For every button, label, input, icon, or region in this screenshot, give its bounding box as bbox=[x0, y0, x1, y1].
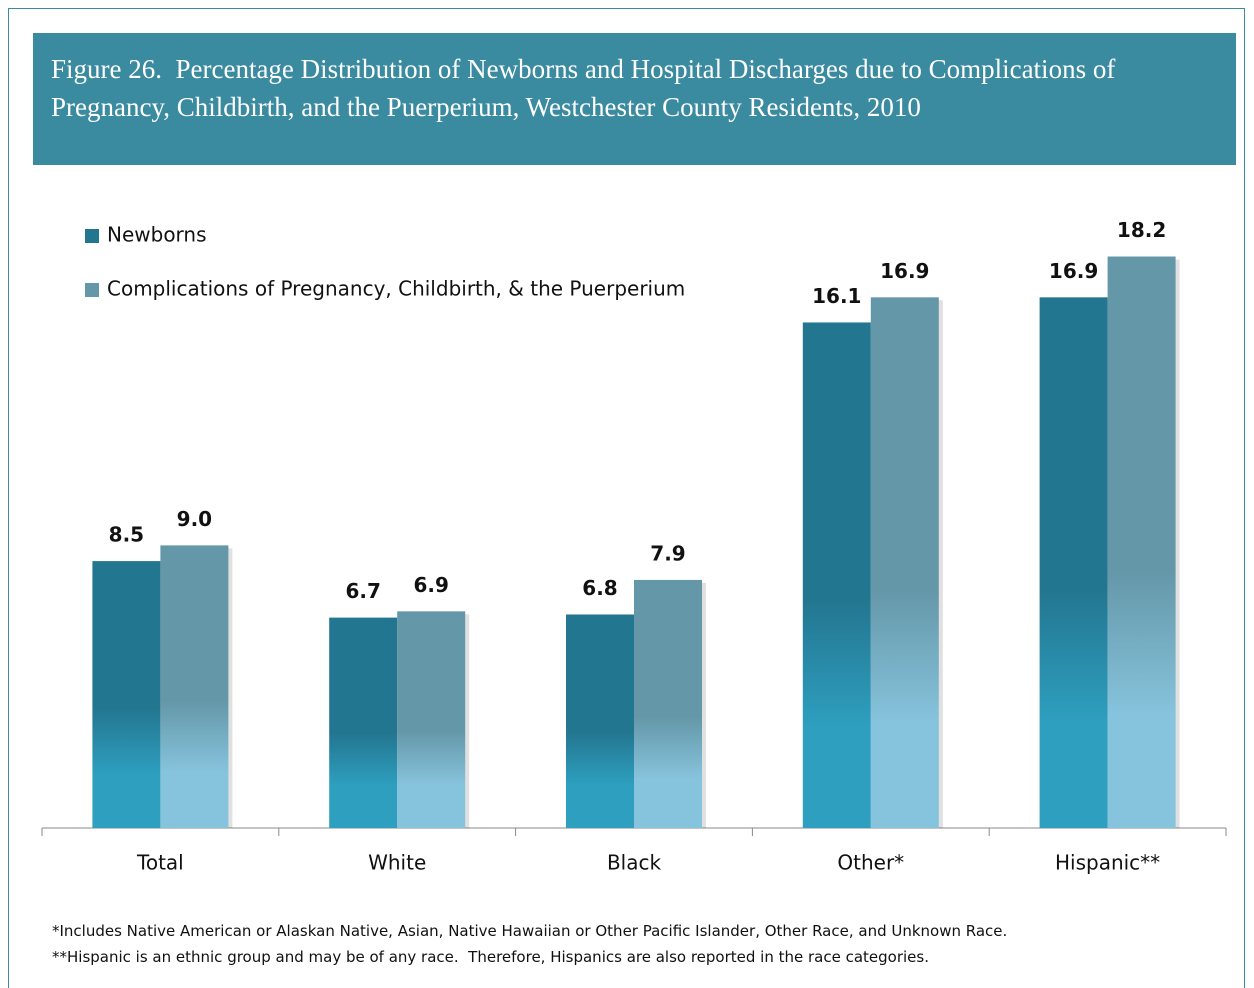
data-label: 7.9 bbox=[650, 541, 685, 565]
frame bbox=[8, 8, 1245, 988]
data-label: 6.7 bbox=[345, 579, 380, 603]
bar bbox=[634, 579, 702, 828]
x-tick-label: White bbox=[368, 851, 426, 875]
bar bbox=[92, 561, 161, 828]
footnote: **Hispanic is an ethnic group and may be… bbox=[52, 948, 929, 966]
legend-swatch bbox=[85, 229, 99, 243]
chart-title: Figure 26. Percentage Distribution of Ne… bbox=[51, 54, 1123, 122]
title-band: Figure 26. Percentage Distribution of Ne… bbox=[33, 33, 1236, 165]
bar bbox=[566, 614, 634, 828]
data-label: 6.9 bbox=[413, 573, 448, 597]
data-label: 18.2 bbox=[1117, 218, 1166, 242]
bar bbox=[1107, 256, 1176, 828]
bar bbox=[802, 322, 871, 828]
data-label: 16.1 bbox=[812, 284, 861, 308]
x-tick-label: Hispanic** bbox=[1055, 851, 1160, 875]
bar bbox=[870, 297, 939, 829]
legend-swatch bbox=[85, 283, 99, 297]
legend-label: Newborns bbox=[107, 223, 207, 247]
x-tick-label: Total bbox=[136, 851, 184, 875]
footnote: *Includes Native American or Alaskan Nat… bbox=[52, 922, 1008, 940]
x-tick-label: Other* bbox=[837, 851, 904, 875]
bar bbox=[160, 545, 229, 828]
data-label: 6.8 bbox=[582, 576, 617, 600]
data-label: 9.0 bbox=[177, 507, 212, 531]
data-label: 16.9 bbox=[880, 259, 929, 283]
bar bbox=[1039, 297, 1108, 829]
bar bbox=[397, 611, 466, 828]
data-label: 16.9 bbox=[1049, 259, 1098, 283]
data-label: 8.5 bbox=[109, 523, 144, 547]
legend-label: Complications of Pregnancy, Childbirth, … bbox=[107, 277, 685, 301]
x-tick-label: Black bbox=[607, 851, 662, 875]
bar bbox=[329, 617, 398, 828]
